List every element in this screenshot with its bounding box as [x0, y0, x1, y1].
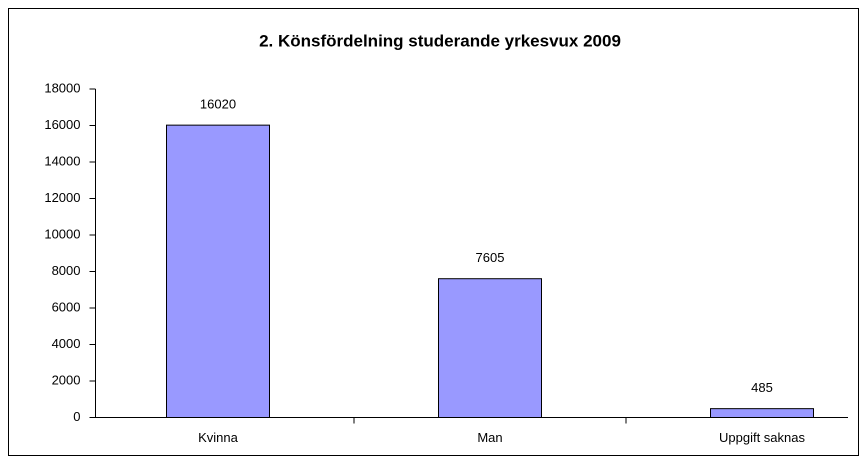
y-tick-label: 4000: [52, 336, 81, 351]
data-label: 485: [751, 380, 773, 395]
bar: [166, 124, 270, 418]
chart-border: [8, 8, 859, 456]
x-tick-label: Uppgift saknas: [719, 430, 805, 445]
data-label: 16020: [200, 97, 236, 112]
y-tick-label: 12000: [44, 190, 80, 205]
chart-title: 2. Könsfördelning studerande yrkesvux 20…: [259, 31, 621, 50]
y-tick-label: 2000: [52, 372, 81, 387]
y-tick-label: 10000: [44, 226, 80, 241]
data-label: 7605: [476, 250, 505, 265]
y-tick-label: 18000: [44, 80, 80, 95]
y-tick-label: 16000: [44, 117, 80, 132]
x-tick-label: Man: [477, 430, 502, 445]
bar: [438, 278, 542, 418]
x-tick-label: Kvinna: [198, 430, 239, 445]
bar: [710, 408, 814, 418]
y-tick-label: 14000: [44, 153, 80, 168]
y-tick-label: 6000: [52, 299, 81, 314]
y-tick-label: 0: [73, 409, 80, 424]
y-tick-label: 8000: [52, 263, 81, 278]
